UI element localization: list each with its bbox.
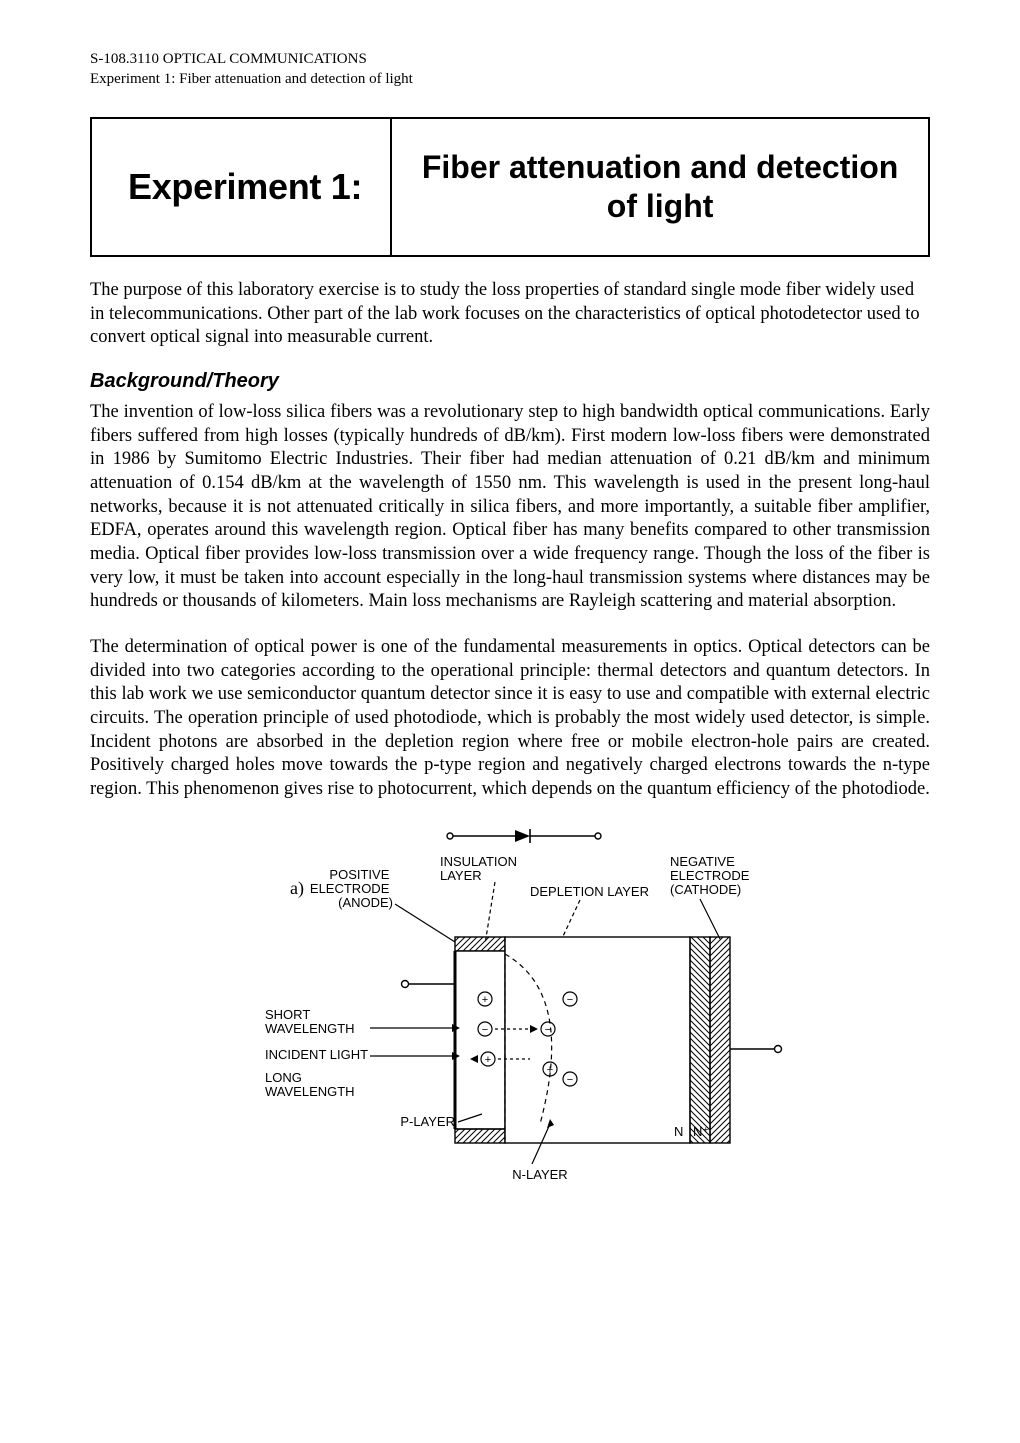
negative-electrode-label: NEGATIVE ELECTRODE (CATHODE) bbox=[670, 854, 753, 897]
svg-text:−: − bbox=[567, 1074, 573, 1086]
diode-symbol-icon bbox=[447, 829, 601, 843]
n-plus-label: N⁺ bbox=[693, 1124, 709, 1139]
body-paragraph-1: The invention of low-loss silica fibers … bbox=[90, 401, 930, 614]
experiment-title: Fiber attenuation and detection of light bbox=[414, 148, 906, 226]
n-layer-label: N-LAYER bbox=[512, 1167, 567, 1182]
sub-label: a) bbox=[290, 878, 304, 899]
diagram-svg: a) POSITIVE ELECTRODE (ANODE) INSULATION… bbox=[230, 824, 790, 1194]
p-layer-label: P-LAYER bbox=[400, 1114, 455, 1129]
section-heading: Background/Theory bbox=[90, 370, 930, 393]
experiment-subtitle: Experiment 1: Fiber attenuation and dete… bbox=[90, 70, 930, 90]
depletion-layer-label: DEPLETION LAYER bbox=[530, 884, 649, 899]
insulation-layer-label: INSULATION LAYER bbox=[440, 854, 521, 883]
long-wavelength-label: LONG WAVELENGTH bbox=[265, 1070, 355, 1099]
intro-paragraph: The purpose of this laboratory exercise … bbox=[90, 279, 930, 350]
svg-text:−: − bbox=[567, 994, 573, 1006]
svg-text:+: + bbox=[485, 1054, 491, 1066]
positive-electrode-label: POSITIVE ELECTRODE (ANODE) bbox=[310, 867, 393, 910]
course-code: S-108.3110 OPTICAL COMMUNICATIONS bbox=[90, 50, 930, 70]
svg-text:−: − bbox=[545, 1024, 551, 1036]
photodiode-diagram: a) POSITIVE ELECTRODE (ANODE) INSULATION… bbox=[90, 824, 930, 1194]
incident-light-label: INCIDENT LIGHT bbox=[265, 1047, 368, 1062]
title-right-cell: Fiber attenuation and detection of light bbox=[392, 119, 928, 255]
body-paragraph-2: The determination of optical power is on… bbox=[90, 636, 930, 802]
svg-text:+: + bbox=[482, 994, 488, 1006]
title-box: Experiment 1: Fiber attenuation and dete… bbox=[90, 117, 930, 257]
svg-text:+: + bbox=[547, 1064, 553, 1076]
experiment-number: Experiment 1: bbox=[128, 166, 362, 208]
page-header: S-108.3110 OPTICAL COMMUNICATIONS Experi… bbox=[90, 50, 930, 89]
n-label: N bbox=[674, 1124, 683, 1139]
short-wavelength-label: SHORT WAVELENGTH bbox=[265, 1007, 355, 1036]
svg-text:−: − bbox=[482, 1024, 488, 1036]
title-left-cell: Experiment 1: bbox=[92, 119, 392, 255]
